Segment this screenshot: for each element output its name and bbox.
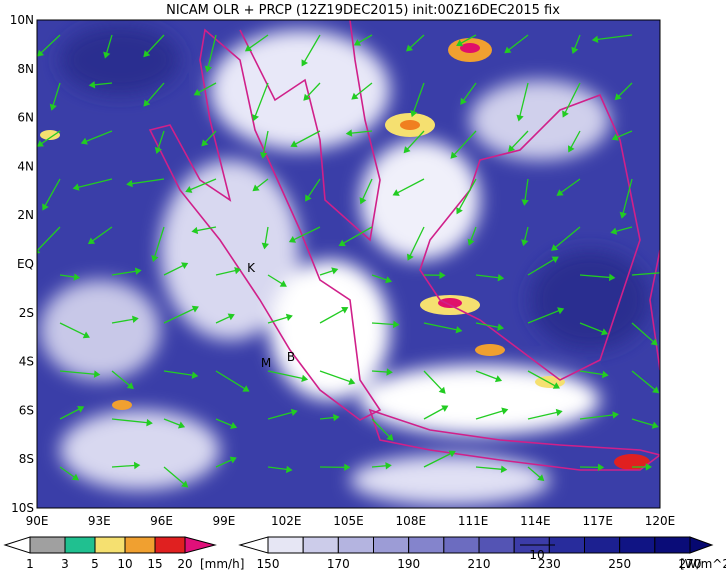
colorbar-swatch — [65, 537, 95, 553]
colorbar-swatch — [338, 537, 373, 553]
lon-label: 105E — [333, 514, 364, 528]
colorbar-label: 15 — [147, 557, 162, 571]
colorbar-swatch — [374, 537, 409, 553]
lat-label: EQ — [17, 257, 34, 271]
colorbar-end — [240, 537, 268, 553]
colorbar-swatch — [620, 537, 655, 553]
colorbar-end — [185, 537, 215, 553]
map — [34, 20, 670, 508]
lon-label: 93E — [88, 514, 111, 528]
colorbar-label: 250 — [608, 557, 631, 571]
olr-colorbar: 150170190210230250270290[W/m^2] — [240, 537, 726, 571]
colorbar-unit: [mm/h] — [200, 557, 244, 571]
colorbar-label: 150 — [257, 557, 280, 571]
colorbar-label: 1 — [26, 557, 34, 571]
lat-label: 6S — [19, 403, 34, 417]
colorbar-swatch — [444, 537, 479, 553]
marker-label: M — [261, 356, 271, 370]
precip-colorbar: 1 3 5 10 15 20 [mm/h] — [5, 537, 244, 571]
colorbar-label: 210 — [468, 557, 491, 571]
colorbar-label: 170 — [327, 557, 350, 571]
colorbar-swatch — [585, 537, 620, 553]
colorbar-swatch — [303, 537, 338, 553]
lon-label: 90E — [26, 514, 49, 528]
colorbar-swatch — [479, 537, 514, 553]
colorbar-end — [690, 537, 712, 553]
colorbar-label: 10 — [117, 557, 132, 571]
colorbar-label: 190 — [397, 557, 420, 571]
lon-label: 99E — [212, 514, 235, 528]
lon-label: 117E — [582, 514, 613, 528]
colorbar-end — [5, 537, 30, 553]
lat-label: 8S — [19, 452, 34, 466]
lat-label: 10N — [10, 13, 34, 27]
colorbar-label: 5 — [91, 557, 99, 571]
colorbar-swatch — [125, 537, 155, 553]
lon-label: 108E — [396, 514, 427, 528]
colorbar-label: 20 — [177, 557, 192, 571]
colorbar-unit: [W/m^2] — [680, 557, 726, 571]
lat-label: 4N — [17, 159, 34, 173]
lon-label: 120E — [645, 514, 676, 528]
marker-label: B — [287, 350, 295, 364]
colorbar-swatch — [655, 537, 690, 553]
lon-label: 114E — [520, 514, 551, 528]
colorbar-swatch — [30, 537, 65, 553]
colorbar-label: 3 — [61, 557, 69, 571]
lon-label: 111E — [458, 514, 489, 528]
lat-label: 10S — [11, 501, 34, 515]
lat-label: 4S — [19, 355, 34, 369]
lon-label: 96E — [150, 514, 173, 528]
colorbar-swatch — [155, 537, 185, 553]
lat-label: 2N — [17, 208, 34, 222]
title: NICAM OLR + PRCP (12Z19DEC2015) init:00Z… — [166, 3, 560, 18]
colorbar-swatch — [95, 537, 125, 553]
lon-label: 102E — [271, 514, 302, 528]
lat-label: 8N — [17, 62, 34, 76]
colorbar-swatch — [409, 537, 444, 553]
vector-ref-label: 10 — [529, 548, 544, 562]
marker-label: K — [247, 261, 256, 275]
colorbar-swatch — [268, 537, 303, 553]
wind-arrow-head — [666, 270, 670, 275]
lat-label: 2S — [19, 306, 34, 320]
lat-label: 6N — [17, 111, 34, 125]
